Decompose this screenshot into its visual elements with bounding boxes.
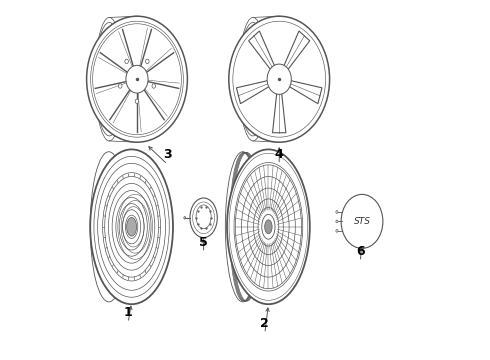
Ellipse shape xyxy=(227,149,310,304)
Ellipse shape xyxy=(146,59,149,64)
Ellipse shape xyxy=(341,194,383,248)
Ellipse shape xyxy=(126,217,137,236)
Text: 5: 5 xyxy=(199,236,208,249)
Text: STS: STS xyxy=(353,217,370,226)
Ellipse shape xyxy=(229,16,330,142)
Text: 4: 4 xyxy=(275,148,284,161)
Ellipse shape xyxy=(190,198,217,238)
Ellipse shape xyxy=(152,84,155,88)
Ellipse shape xyxy=(102,173,161,281)
Ellipse shape xyxy=(135,99,139,103)
Ellipse shape xyxy=(125,59,128,64)
Ellipse shape xyxy=(336,230,338,232)
Text: 1: 1 xyxy=(123,306,132,319)
Ellipse shape xyxy=(93,24,181,135)
Text: 6: 6 xyxy=(356,245,365,258)
Ellipse shape xyxy=(265,220,272,234)
Text: 3: 3 xyxy=(163,148,172,161)
Ellipse shape xyxy=(91,21,183,137)
Ellipse shape xyxy=(119,84,122,88)
Ellipse shape xyxy=(336,211,338,213)
Ellipse shape xyxy=(126,65,148,93)
Ellipse shape xyxy=(184,217,186,219)
Ellipse shape xyxy=(336,220,338,223)
Ellipse shape xyxy=(98,163,166,290)
Ellipse shape xyxy=(233,21,325,137)
Ellipse shape xyxy=(267,64,291,94)
Text: 2: 2 xyxy=(260,317,269,330)
Ellipse shape xyxy=(87,16,187,142)
Ellipse shape xyxy=(94,156,169,297)
Ellipse shape xyxy=(262,215,275,239)
Ellipse shape xyxy=(234,163,303,291)
Ellipse shape xyxy=(90,149,173,304)
